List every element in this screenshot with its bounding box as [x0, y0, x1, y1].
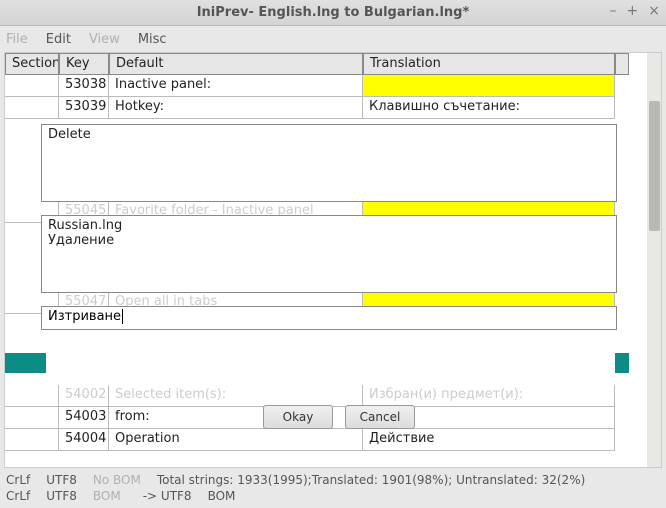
cell-translation[interactable] — [363, 75, 615, 97]
preview-text: Delete — [48, 127, 91, 142]
header-translation[interactable]: Translation — [363, 53, 615, 75]
status-bom-dim: BOM — [93, 489, 121, 503]
menu-view[interactable]: View — [89, 32, 120, 47]
grid-body: 53038 Inactive panel: 53039 Hotkey: Клав… — [5, 75, 661, 119]
status-utf8: UTF8 — [46, 473, 77, 487]
status-arrow: -> UTF8 — [143, 489, 192, 503]
statusbar: CrLf UTF8 No BOM Total strings: 1933(199… — [0, 468, 666, 508]
menu-file[interactable]: File — [6, 32, 28, 47]
table-row[interactable]: 54004 Operation Действие — [5, 429, 661, 451]
close-icon[interactable]: × — [648, 4, 660, 18]
status-crlf: CrLf — [6, 473, 30, 487]
status-line-2: CrLf UTF8 BOM -> UTF8 BOM — [6, 489, 660, 503]
edit-text: Изтриване — [48, 309, 121, 324]
menubar: File Edit View Misc — [0, 26, 666, 52]
teal-marker-left — [5, 353, 46, 373]
cell-key: 54004 — [59, 429, 109, 451]
table-row[interactable]: 53038 Inactive panel: — [5, 75, 661, 97]
preview-text: Удаление — [48, 233, 610, 248]
cell-section — [5, 429, 59, 451]
window-controls: – + × — [610, 4, 660, 18]
cell-default: Operation — [109, 429, 363, 451]
cell-default: Selected item(s): — [109, 385, 363, 407]
header-key[interactable]: Key — [59, 53, 109, 75]
cell-section — [5, 407, 59, 429]
dialog-buttons: Okay Cancel — [263, 405, 415, 429]
status-utf8: UTF8 — [46, 489, 77, 503]
app-window: IniPrev- English.lng to Bulgarian.lng* –… — [0, 0, 666, 508]
cell-default: Hotkey: — [109, 97, 363, 119]
cell-translation[interactable]: Действие — [363, 429, 615, 451]
window-title: IniPrev- English.lng to Bulgarian.lng* — [197, 5, 470, 20]
cell-key: 54002 — [59, 385, 109, 407]
header-section[interactable]: Section — [5, 53, 59, 75]
titlebar: IniPrev- English.lng to Bulgarian.lng* –… — [0, 0, 666, 26]
header-scroll-spacer — [615, 53, 629, 75]
white-strip — [633, 75, 647, 468]
status-line-1: CrLf UTF8 No BOM Total strings: 1933(199… — [6, 473, 660, 487]
status-bom: BOM — [208, 489, 236, 503]
okay-button[interactable]: Okay — [263, 405, 333, 429]
cell-translation[interactable]: Избран(и) предмет(и): — [363, 385, 615, 407]
status-crlf: CrLf — [6, 489, 30, 503]
menu-edit[interactable]: Edit — [46, 32, 71, 47]
minimize-icon[interactable]: – — [610, 4, 617, 18]
text-cursor — [122, 309, 123, 324]
scrollbar-thumb[interactable] — [649, 101, 660, 231]
cell-translation[interactable]: Клавишно съчетание: — [363, 97, 615, 119]
cell-section — [5, 385, 59, 407]
cell-section — [5, 97, 59, 119]
cancel-button[interactable]: Cancel — [345, 405, 415, 429]
teal-marker-right — [615, 353, 629, 373]
table-row[interactable]: 53039 Hotkey: Клавишно съчетание: — [5, 97, 661, 119]
content-area: Section Key Default Translation 53038 In… — [4, 52, 662, 468]
cell-section — [5, 75, 59, 97]
menu-misc[interactable]: Misc — [138, 32, 167, 47]
cell-key: 53038 — [59, 75, 109, 97]
maximize-icon[interactable]: + — [627, 4, 639, 18]
cell-key: 53039 — [59, 97, 109, 119]
cell-default: Inactive panel: — [109, 75, 363, 97]
preview-panel-delete: Delete — [41, 124, 617, 202]
table-row[interactable]: 54002 Selected item(s): Избран(и) предме… — [5, 385, 661, 407]
vertical-scrollbar[interactable] — [647, 53, 661, 467]
header-default[interactable]: Default — [109, 53, 363, 75]
preview-file: Russian.lng — [48, 218, 610, 233]
status-counts: Total strings: 1933(1995);Translated: 19… — [157, 473, 585, 487]
grid-header: Section Key Default Translation — [5, 53, 661, 75]
cell-key: 54003 — [59, 407, 109, 429]
preview-panel-russian: Russian.lng Удаление — [41, 215, 617, 293]
status-bom: No BOM — [93, 473, 141, 487]
translation-edit-input[interactable]: Изтриване — [41, 306, 617, 330]
